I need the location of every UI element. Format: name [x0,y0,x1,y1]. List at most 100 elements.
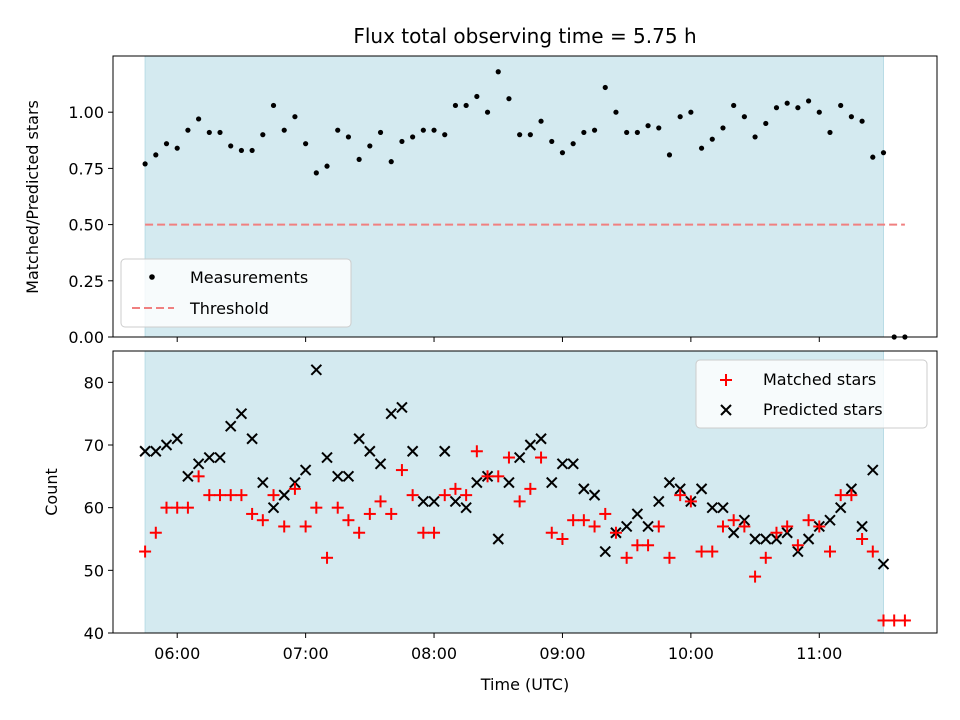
top-panel: 0.00 0.25 0.50 0.75 1.00 Matched/Predicted s… [23,55,938,347]
measurement-point [677,114,683,120]
matched-star-point [866,545,879,558]
measurement-point [602,84,608,91]
matched-star-point [609,526,622,539]
matched-star-point [449,482,462,495]
measurement-point [238,147,245,154]
measurement-point [163,141,170,147]
measurement-point [388,159,394,165]
measurement-point [174,145,180,151]
predicted-star-point [824,514,836,526]
matched-star-point [342,514,355,527]
matched-star-point [203,489,216,502]
measurement-point [795,105,801,111]
measurement-point [613,109,619,115]
measurement-point [452,102,459,109]
top-y-tick-label: 0.75 [68,159,104,178]
matched-star-point [823,545,836,558]
x-tick-label: 11:00 [796,644,842,663]
predicted-star-point [385,407,397,420]
legend-matched-marker [720,374,732,386]
matched-star-point [588,520,601,533]
predicted-star-point [139,445,151,457]
predicted-star-point [877,558,890,570]
measurement-point [634,129,640,136]
measurement-point [527,132,533,138]
predicted-star-point [653,495,665,508]
predicted-star-point [738,514,751,526]
predicted-star-point [171,433,183,445]
matched-star-point [834,489,847,502]
measurement-point [303,141,309,147]
predicted-star-point [246,433,258,445]
predicted-star-point [631,508,644,520]
legend-measurements-marker [149,274,155,280]
predicted-star-point [214,451,226,464]
measurement-point [217,129,223,136]
predicted-star-point [332,470,344,483]
matched-star-point [770,526,783,539]
matched-star-point [545,526,558,539]
predicted-star-point [406,445,419,457]
bottom-y-tick-label: 80 [84,373,104,392]
matched-star-point [642,539,655,552]
matched-star-point [299,520,312,533]
measurement-point [559,150,566,156]
matched-star-point [374,495,387,508]
predicted-star-point [160,439,173,451]
measurement-point [698,145,705,151]
matched-star-point [288,482,301,495]
matched-star-point [695,545,708,558]
matched-star-point [171,501,184,514]
predicted-star-point [203,451,216,464]
measurement-point [591,127,598,133]
predicted-star-point [503,476,515,489]
top-plot-frame [112,55,938,338]
measurement-point [292,114,298,120]
measurement-point [431,127,437,133]
measurement-point [270,102,277,109]
predicted-star-point [749,533,761,545]
measurement-point [474,93,480,100]
legend-predicted-marker [720,404,732,416]
measurement-point [410,134,416,140]
predicted-star-point [717,501,729,514]
predicted-star-point [856,520,868,533]
matched-star-point [877,614,890,627]
predicted-star-point [599,545,611,558]
measurement-point [538,118,544,124]
matched-star-point [556,533,569,545]
matched-star-point [716,520,729,533]
matched-star-point [460,489,473,502]
predicted-star-point [150,445,162,457]
bottom-y-axis-label: Count [42,468,61,516]
predicted-star-point [278,489,290,501]
bottom-y-tick-label: 70 [84,436,104,455]
x-tick-label: 08:00 [411,644,457,663]
matched-star-point [684,495,697,508]
matched-star-point [246,507,259,520]
matched-star-point [898,614,911,627]
predicted-star-point [257,476,269,489]
matched-star-point [620,551,633,564]
matched-star-point [674,489,687,502]
predicted-star-point [867,464,879,476]
predicted-star-point [225,420,237,432]
predicted-star-point [695,483,708,495]
predicted-star-point [727,527,740,539]
matched-star-point [727,514,740,527]
matched-star-point [406,489,419,502]
measurement-point [870,154,876,160]
predicted-star-point [428,495,440,508]
legend-threshold-label: Threshold [189,299,269,318]
measurement-point [196,116,202,122]
matched-star-point [353,526,366,539]
bottom-panel: 40 50 60 70 80 06:00 07:00 08:00 09:00 10:00 11:0… [42,350,938,694]
legend-matched-label: Matched stars [763,370,876,389]
measurement-point [763,120,769,127]
predicted-star-point [449,495,462,508]
predicted-star-point [706,501,718,514]
predicted-star-point [802,533,815,545]
predicted-star-point [364,445,376,457]
measurement-point [816,109,822,115]
matched-star-point [181,501,194,514]
